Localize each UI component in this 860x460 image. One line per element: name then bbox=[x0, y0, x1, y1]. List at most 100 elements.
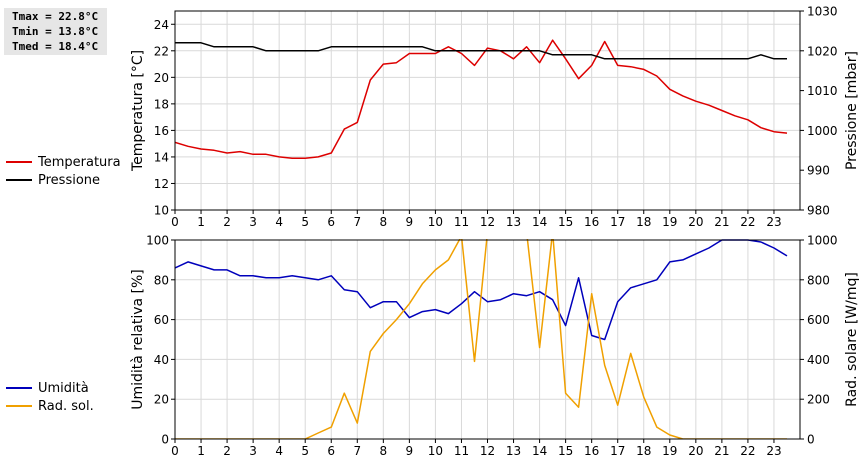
panel1-xtick-label-19: 19 bbox=[662, 215, 677, 229]
legend-swatch-temperatura bbox=[6, 161, 32, 163]
panel1-xtick-label-0: 0 bbox=[171, 215, 179, 229]
panel2-ytick-right-label-0: 0 bbox=[807, 433, 815, 447]
panel1-frame bbox=[174, 10, 801, 211]
panel2-ytick-right-label-600: 600 bbox=[807, 313, 830, 327]
panel2-xtick-label-0: 0 bbox=[171, 444, 179, 458]
panel1-xtick-label-5: 5 bbox=[301, 215, 309, 229]
panel1-ytick-left-label-10: 10 bbox=[154, 204, 169, 218]
panel2-ytick-left-label-80: 80 bbox=[154, 273, 169, 287]
panel1-xtick-label-13: 13 bbox=[506, 215, 521, 229]
panel1-xtick-label-14: 14 bbox=[532, 215, 547, 229]
panel1-ylabel-right: Pressione [mbar] bbox=[844, 51, 860, 170]
legend-label-temperatura: Temperatura bbox=[38, 154, 121, 170]
panel2-xtick-label-1: 1 bbox=[197, 444, 205, 458]
panel2-ytick-right-label-1000: 1000 bbox=[807, 234, 838, 248]
panel1-xtick-label-3: 3 bbox=[249, 215, 257, 229]
panel2-frame bbox=[174, 239, 801, 440]
panel2-xtick-label-20: 20 bbox=[688, 444, 703, 458]
panel1-series-pressione bbox=[175, 42, 787, 60]
legend-label-radsol: Rad. sol. bbox=[38, 398, 94, 414]
panel2-ylabel-right: Rad. solare [W/mq] bbox=[844, 272, 860, 407]
stat-tmed: Tmed = 18.4°C bbox=[12, 40, 99, 53]
panel1-ytick-right-label-990: 990 bbox=[807, 164, 830, 178]
legend-item-umidita: Umidità bbox=[6, 379, 94, 397]
panel1-xtick-label-7: 7 bbox=[353, 215, 361, 229]
panel1-xtick-label-10: 10 bbox=[428, 215, 443, 229]
panel2-xtick-label-16: 16 bbox=[584, 444, 599, 458]
panel2-xtick-label-10: 10 bbox=[428, 444, 443, 458]
panel1-xtick-label-20: 20 bbox=[688, 215, 703, 229]
panel1-xtick-label-2: 2 bbox=[223, 215, 231, 229]
panel1-xtick-label-6: 6 bbox=[327, 215, 335, 229]
panel2-ytick-right-label-800: 800 bbox=[807, 273, 830, 287]
panel1-ylabel-left: Temperatura [°C] bbox=[130, 50, 146, 172]
panel2-xtick-label-8: 8 bbox=[380, 444, 388, 458]
panel2-xtick-label-22: 22 bbox=[740, 444, 755, 458]
panel2-xtick-label-7: 7 bbox=[353, 444, 361, 458]
legend-top: Temperatura Pressione bbox=[6, 153, 121, 189]
legend-label-umidita: Umidità bbox=[38, 380, 89, 396]
panel1-xtick-label-16: 16 bbox=[584, 215, 599, 229]
panel1-xtick-label-17: 17 bbox=[610, 215, 625, 229]
panel2-xtick-label-23: 23 bbox=[766, 444, 781, 458]
panel2-ytick-left-label-100: 100 bbox=[146, 234, 169, 248]
panel2-xtick-label-18: 18 bbox=[636, 444, 651, 458]
panel2-ytick-right-label-400: 400 bbox=[807, 353, 830, 367]
panel1-xtick-label-11: 11 bbox=[454, 215, 469, 229]
panel2-xtick-label-14: 14 bbox=[532, 444, 547, 458]
legend-label-pressione: Pressione bbox=[38, 172, 101, 188]
panel1-xtick-label-18: 18 bbox=[636, 215, 651, 229]
panel1-ytick-right-label-1000: 1000 bbox=[807, 124, 838, 138]
panel2-xtick-label-4: 4 bbox=[275, 444, 283, 458]
panel2-xtick-label-2: 2 bbox=[223, 444, 231, 458]
stats-box: Tmax = 22.8°C Tmin = 13.8°C Tmed = 18.4°… bbox=[4, 8, 107, 55]
panel2-xtick-label-21: 21 bbox=[714, 444, 729, 458]
panel1-xtick-label-23: 23 bbox=[766, 215, 781, 229]
panel2-xtick-label-19: 19 bbox=[662, 444, 677, 458]
legend-item-temperatura: Temperatura bbox=[6, 153, 121, 171]
panel2-xtick-label-15: 15 bbox=[558, 444, 573, 458]
panel2-series-rad-sol bbox=[175, 239, 787, 439]
panel2-xtick-label-11: 11 bbox=[454, 444, 469, 458]
panel2-xtick-label-6: 6 bbox=[327, 444, 335, 458]
panel1-ytick-left-label-20: 20 bbox=[154, 71, 169, 85]
panel1-xtick-label-15: 15 bbox=[558, 215, 573, 229]
panel1-series-temperatura bbox=[175, 39, 788, 160]
panel2-ytick-left-label-60: 60 bbox=[154, 313, 169, 327]
panel1-xtick-label-1: 1 bbox=[197, 215, 205, 229]
panel2-ylabel-left: Umidità relativa [%] bbox=[130, 269, 146, 410]
panel2-xtick-label-3: 3 bbox=[249, 444, 257, 458]
panel2-ytick-left-label-0: 0 bbox=[161, 433, 169, 447]
panel1-ytick-right-label-1010: 1010 bbox=[807, 84, 838, 98]
legend-bottom: Umidità Rad. sol. bbox=[6, 379, 94, 415]
stat-tmax: Tmax = 22.8°C bbox=[12, 10, 99, 23]
panel1-ytick-left-label-18: 18 bbox=[154, 97, 169, 111]
panel2-xtick-label-9: 9 bbox=[406, 444, 414, 458]
panel1-xtick-label-12: 12 bbox=[480, 215, 495, 229]
panel1-ytick-left-label-12: 12 bbox=[154, 177, 169, 191]
panel1-ytick-left-label-22: 22 bbox=[154, 44, 169, 58]
panel1-xtick-label-4: 4 bbox=[275, 215, 283, 229]
panel1-ytick-left-label-24: 24 bbox=[154, 18, 169, 32]
legend-swatch-pressione bbox=[6, 179, 32, 181]
panel1-xtick-label-22: 22 bbox=[740, 215, 755, 229]
panel2-ytick-right-label-200: 200 bbox=[807, 393, 830, 407]
panel1-ytick-right-label-1030: 1030 bbox=[807, 5, 838, 19]
panel1-ytick-right-label-1020: 1020 bbox=[807, 44, 838, 58]
panel2-xtick-label-12: 12 bbox=[480, 444, 495, 458]
legend-item-pressione: Pressione bbox=[6, 171, 121, 189]
panel1-ytick-left-label-14: 14 bbox=[154, 150, 169, 164]
panel2-ytick-left-label-40: 40 bbox=[154, 353, 169, 367]
panel1-ytick-left-label-16: 16 bbox=[154, 124, 169, 138]
legend-item-radsol: Rad. sol. bbox=[6, 397, 94, 415]
panel1-xtick-label-9: 9 bbox=[406, 215, 414, 229]
panel2-xtick-label-5: 5 bbox=[301, 444, 309, 458]
panel1-xtick-label-8: 8 bbox=[380, 215, 388, 229]
panel2-xtick-label-13: 13 bbox=[506, 444, 521, 458]
panel1-xtick-label-21: 21 bbox=[714, 215, 729, 229]
panel2-ytick-left-label-20: 20 bbox=[154, 393, 169, 407]
legend-swatch-radsol bbox=[6, 405, 32, 407]
legend-swatch-umidita bbox=[6, 387, 32, 389]
stat-tmin: Tmin = 13.8°C bbox=[12, 25, 99, 38]
